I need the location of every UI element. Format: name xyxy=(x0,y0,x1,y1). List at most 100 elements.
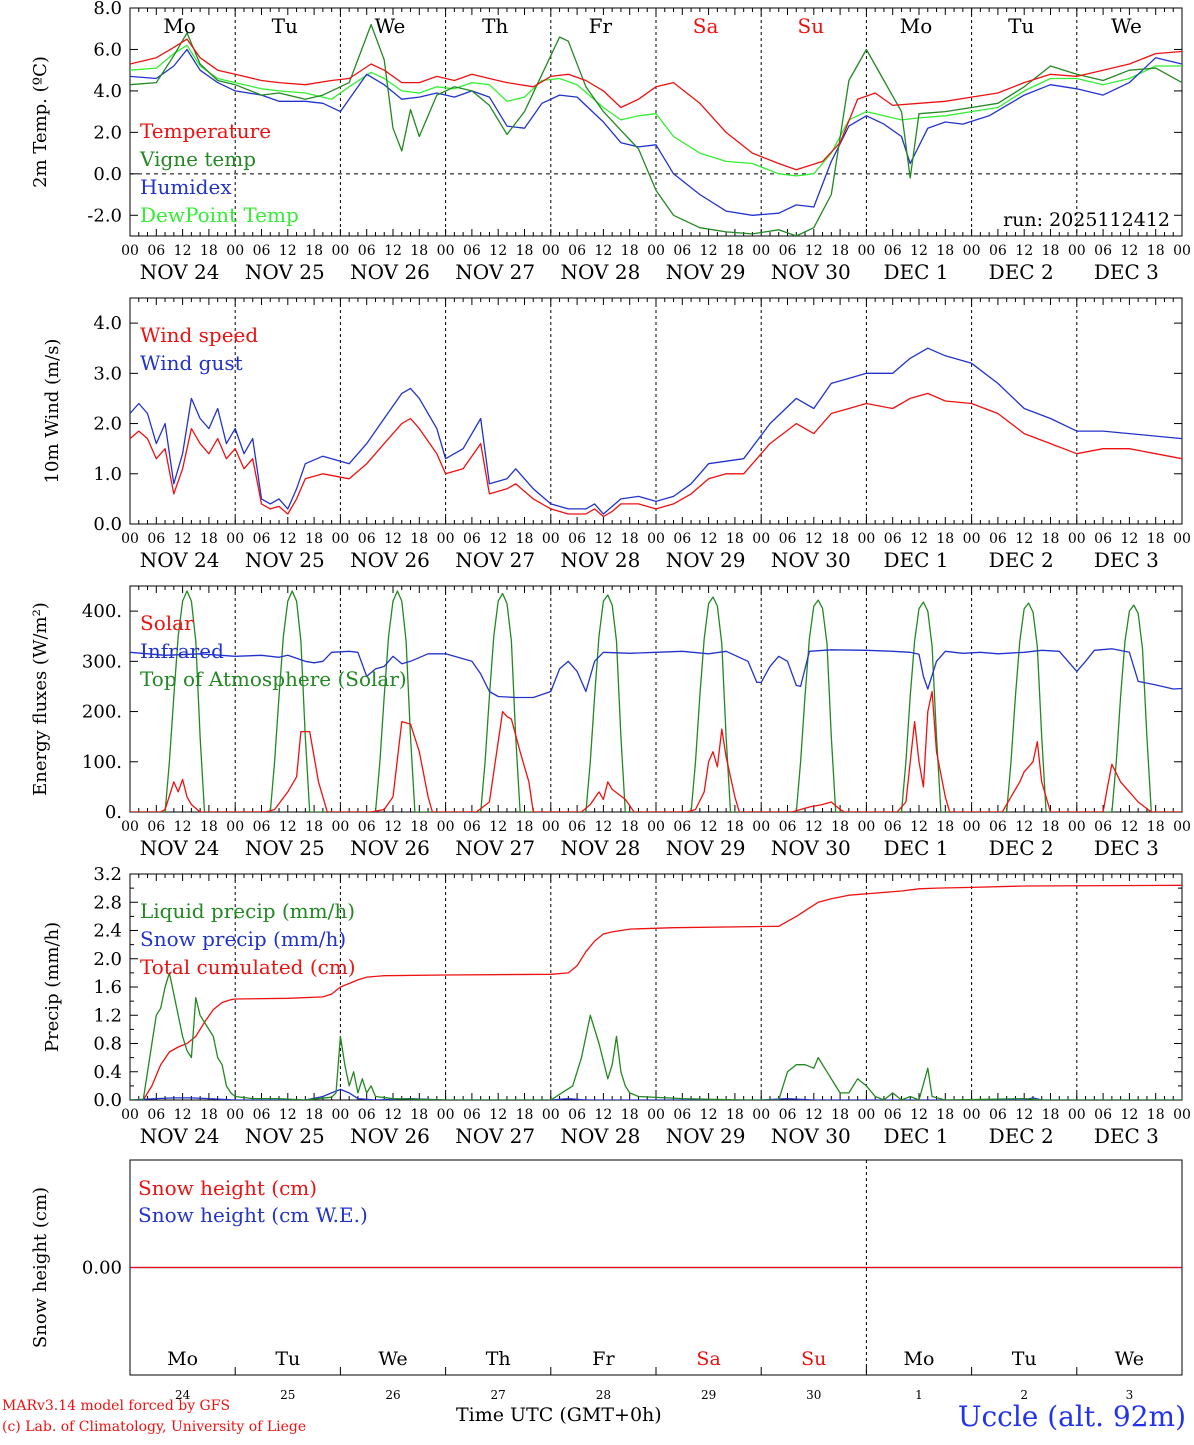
series-line-top-of-atmosphere-solar xyxy=(130,590,1182,812)
legend-entry: Snow height (cm W.E.) xyxy=(138,1203,368,1227)
hour-tick-label: 00 xyxy=(331,819,349,835)
weekday-label: We xyxy=(1111,14,1142,38)
hour-tick-label: 18 xyxy=(516,531,534,547)
weekday-label: Tu xyxy=(272,14,298,38)
hour-tick-label: 06 xyxy=(358,243,376,259)
hour-tick-label: 06 xyxy=(463,1107,481,1123)
hour-tick-label: 06 xyxy=(779,243,797,259)
series-line-temperature xyxy=(130,38,1182,171)
date-label: NOV 30 xyxy=(771,548,851,572)
date-label: NOV 28 xyxy=(561,260,641,284)
hour-tick-label: 18 xyxy=(305,243,323,259)
y-tick-label: 2.0 xyxy=(93,949,122,970)
hour-tick-label: 06 xyxy=(673,819,691,835)
day-number-label: 3 xyxy=(1126,1388,1134,1402)
hour-tick-label: 12 xyxy=(279,819,297,835)
legend-entry: Vigne temp xyxy=(139,147,256,171)
hour-tick-label: 18 xyxy=(410,819,428,835)
hour-tick-label: 06 xyxy=(884,1107,902,1123)
hour-tick-label: 12 xyxy=(489,1107,507,1123)
series-line-wind-speed xyxy=(130,392,1182,518)
hour-tick-label: 06 xyxy=(673,243,691,259)
weekday-label: Mo xyxy=(163,14,196,38)
hour-tick-label: 00 xyxy=(1173,1107,1191,1123)
date-label: DEC 2 xyxy=(989,1124,1054,1148)
hour-tick-label: 18 xyxy=(200,531,218,547)
date-label: NOV 27 xyxy=(455,836,535,860)
date-label: NOV 26 xyxy=(350,548,430,572)
day-number-label: 29 xyxy=(701,1388,716,1402)
hour-tick-label: 12 xyxy=(700,531,718,547)
date-label: NOV 24 xyxy=(140,260,220,284)
date-label: NOV 28 xyxy=(561,548,641,572)
hour-tick-label: 06 xyxy=(1094,819,1112,835)
hour-tick-label: 12 xyxy=(1015,243,1033,259)
hour-tick-label: 00 xyxy=(1173,531,1191,547)
hour-tick-label: 00 xyxy=(752,531,770,547)
date-label: NOV 30 xyxy=(771,1124,851,1148)
date-label: DEC 3 xyxy=(1094,836,1159,860)
hour-tick-label: 00 xyxy=(1173,819,1191,835)
hour-tick-label: 00 xyxy=(437,243,455,259)
hour-tick-label: 00 xyxy=(647,1107,665,1123)
date-label: NOV 26 xyxy=(350,836,430,860)
hour-tick-label: 06 xyxy=(1094,531,1112,547)
hour-tick-label: 18 xyxy=(936,819,954,835)
hour-tick-label: 06 xyxy=(147,243,165,259)
legend-entry: Wind gust xyxy=(140,351,243,375)
hour-tick-label: 12 xyxy=(805,819,823,835)
hour-tick-label: 06 xyxy=(358,819,376,835)
hour-tick-label: 00 xyxy=(331,243,349,259)
y-tick-label: 2.8 xyxy=(93,892,122,913)
hour-tick-label: 00 xyxy=(331,1107,349,1123)
date-label: NOV 29 xyxy=(666,260,746,284)
hour-tick-label: 00 xyxy=(1068,819,1086,835)
legend-entry: Liquid precip (mm/h) xyxy=(140,899,355,923)
hour-tick-label: 18 xyxy=(1147,243,1165,259)
legend-entry: Temperature xyxy=(140,119,271,143)
hour-tick-label: 18 xyxy=(936,531,954,547)
y-tick-label: 2.0 xyxy=(93,414,122,435)
hour-tick-label: 06 xyxy=(989,243,1007,259)
energy-panel: 00 06 12 18 00 06 12 18 00 06 12 18 00 06 12 18 00 06 12 18… xyxy=(30,585,1191,860)
hour-tick-label: 12 xyxy=(700,1107,718,1123)
wind-panel: 00 06 12 18 00 06 12 18 00 06 12 18 00 06 12 18 00 06 12 18… xyxy=(42,297,1191,572)
hour-tick-label: 12 xyxy=(700,243,718,259)
hour-tick-label: 00 xyxy=(226,819,244,835)
weekday-label: Mo xyxy=(167,1348,198,1370)
hour-tick-label: 18 xyxy=(1042,243,1060,259)
hour-tick-label: 06 xyxy=(253,1107,271,1123)
weekday-label: Tu xyxy=(275,1348,300,1370)
y-tick-label: 0.8 xyxy=(93,1034,122,1055)
hour-tick-label: 18 xyxy=(305,819,323,835)
hour-tick-label: 06 xyxy=(358,531,376,547)
hour-tick-label: 00 xyxy=(647,243,665,259)
hour-tick-label: 18 xyxy=(1147,531,1165,547)
hour-tick-label: 12 xyxy=(384,243,402,259)
hour-tick-label: 00 xyxy=(752,819,770,835)
hour-tick-label: 06 xyxy=(779,531,797,547)
hour-tick-label: 18 xyxy=(410,243,428,259)
hour-tick-label: 12 xyxy=(594,819,612,835)
hour-tick-label: 18 xyxy=(726,819,744,835)
date-label: DEC 1 xyxy=(883,260,948,284)
date-label: DEC 1 xyxy=(883,1124,948,1148)
date-label: NOV 24 xyxy=(140,836,220,860)
weekday-label: Mo xyxy=(904,1348,935,1370)
y-axis-title: Snow height (cm) xyxy=(30,1187,51,1348)
hour-tick-label: 00 xyxy=(857,243,875,259)
date-label: NOV 24 xyxy=(140,1124,220,1148)
hour-tick-label: 12 xyxy=(1120,1107,1138,1123)
hour-tick-label: 18 xyxy=(1147,819,1165,835)
hour-tick-label: 12 xyxy=(910,243,928,259)
hour-tick-label: 12 xyxy=(174,531,192,547)
hour-tick-label: 12 xyxy=(1120,531,1138,547)
hour-tick-label: 18 xyxy=(936,243,954,259)
snow-panel: Mo 24 Tu 25 We 26 Th 27 Fr 28 Sa 29 Su 30 Mo 1 Tu 2 We 3 0.0… xyxy=(30,1159,1183,1402)
lab-credit: (c) Lab. of Climatology, University of L… xyxy=(2,1419,307,1435)
hour-tick-label: 12 xyxy=(489,819,507,835)
hour-tick-label: 12 xyxy=(489,531,507,547)
hour-tick-label: 18 xyxy=(516,819,534,835)
hour-tick-label: 00 xyxy=(1068,531,1086,547)
